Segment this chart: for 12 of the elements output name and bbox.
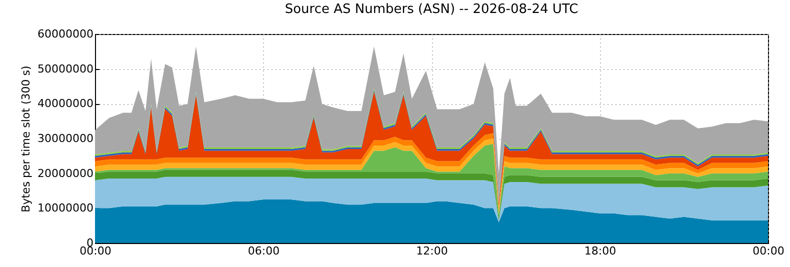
- x-tick-label: 18:00: [584, 244, 616, 258]
- y-tick-label: 10000000: [38, 202, 94, 215]
- y-axis-title: Bytes per time slot (300 s): [20, 66, 33, 212]
- y-tick-label: 60000000: [38, 28, 94, 40]
- x-tick-label: 12:00: [416, 244, 448, 258]
- y-tick-label: 30000000: [38, 132, 94, 145]
- y-tick-label: 20000000: [38, 166, 94, 180]
- x-tick-label: 00:00: [752, 244, 784, 258]
- y-tick-label: 40000000: [38, 97, 94, 110]
- chart-title: Source AS Numbers (ASN) -- 2026-08-24 UTC: [284, 2, 578, 17]
- x-tick-label: 06:00: [248, 244, 280, 258]
- y-tick-label: 50000000: [38, 62, 94, 76]
